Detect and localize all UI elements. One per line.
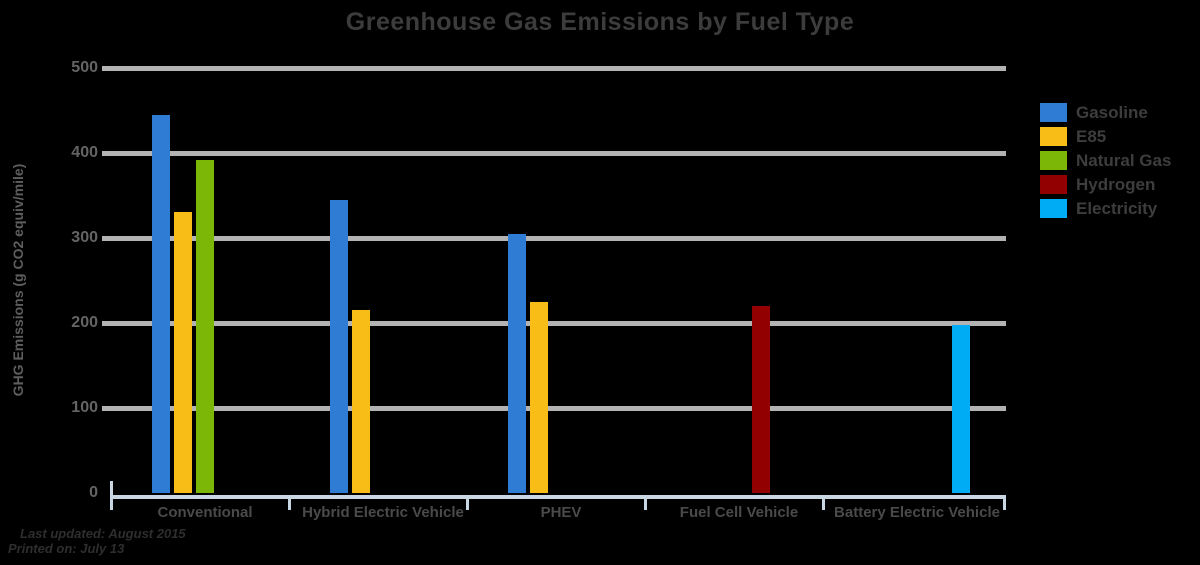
legend-swatch-e85 — [1040, 127, 1067, 146]
y-tick-label-200: 200 — [71, 314, 98, 331]
bar-conventional-e85 — [174, 212, 192, 493]
legend-label: Hydrogen — [1076, 175, 1156, 194]
y-axis-label: GHG Emissions (g CO2 equiv/mile) — [10, 163, 26, 397]
category-label-phev: PHEV — [540, 504, 582, 521]
bar-phev-e85 — [530, 302, 548, 493]
legend-row-electricity: Electricity — [1040, 199, 1171, 218]
y-tick-label-500: 500 — [71, 59, 98, 76]
legend-row-natural-gas: Natural Gas — [1040, 151, 1171, 170]
legend-label: E85 — [1076, 127, 1107, 146]
bar-hybrid-electric-vehicle-e85 — [352, 310, 370, 493]
bar-fuel-cell-vehicle-hydrogen — [752, 306, 770, 493]
footer-last-updated: Last updated: August 2015 — [20, 526, 186, 541]
footer-printed-on: Printed on: July 13 — [8, 541, 125, 556]
x-axis-tick — [1003, 495, 1006, 510]
y-tick-label-400: 400 — [71, 144, 98, 161]
category-label-hybrid-electric-vehicle: Hybrid Electric Vehicle — [302, 504, 464, 521]
chart-title: Greenhouse Gas Emissions by Fuel Type — [345, 8, 855, 36]
legend-swatch-hydrogen — [1040, 175, 1067, 194]
y-tick-label-300: 300 — [71, 229, 98, 246]
x-axis-tick — [466, 495, 469, 510]
legend-swatch-gasoline — [1040, 103, 1067, 122]
gridline-400 — [102, 150, 1006, 156]
x-axis-tick — [644, 495, 647, 510]
bar-conventional-natural-gas — [196, 160, 214, 493]
category-label-conventional: Conventional — [157, 504, 253, 521]
footer: Last updated: August 2015 Printed on: Ju… — [8, 526, 186, 556]
y-tick-label-0: 0 — [89, 484, 98, 501]
category-label-fuel-cell-vehicle: Fuel Cell Vehicle — [679, 504, 799, 521]
legend-row-e85: E85 — [1040, 127, 1171, 146]
plot-area — [102, 65, 1006, 493]
gridline-300 — [102, 235, 1006, 241]
legend-label: Gasoline — [1076, 103, 1148, 122]
legend-row-gasoline: Gasoline — [1040, 103, 1171, 122]
legend: Gasoline E85 Natural Gas Hydrogen Electricit… — [1040, 103, 1171, 223]
gridline-100 — [102, 405, 1006, 411]
legend-row-hydrogen: Hydrogen — [1040, 175, 1171, 194]
legend-swatch-electricity — [1040, 199, 1067, 218]
legend-label: Natural Gas — [1076, 151, 1172, 170]
x-axis-tick — [822, 495, 825, 510]
category-label-battery-electric-vehicle: Battery Electric Vehicle — [834, 504, 1000, 521]
x-axis-tick — [288, 495, 291, 510]
legend-label: Electricity — [1076, 199, 1158, 218]
gridline-500 — [102, 65, 1006, 71]
bar-phev-gasoline — [508, 234, 526, 493]
bar-battery-electric-vehicle-electricity — [952, 325, 970, 493]
x-axis-tick — [110, 481, 113, 510]
bar-conventional-gasoline — [152, 115, 170, 493]
legend-swatch-natural-gas — [1040, 151, 1067, 170]
legend-rows: Gasoline E85 Natural Gas Hydrogen Electricit… — [1040, 103, 1171, 218]
bar-hybrid-electric-vehicle-gasoline — [330, 200, 348, 493]
x-axis-line — [110, 495, 1006, 499]
y-tick-label-100: 100 — [71, 399, 98, 416]
gridline-200 — [102, 320, 1006, 326]
